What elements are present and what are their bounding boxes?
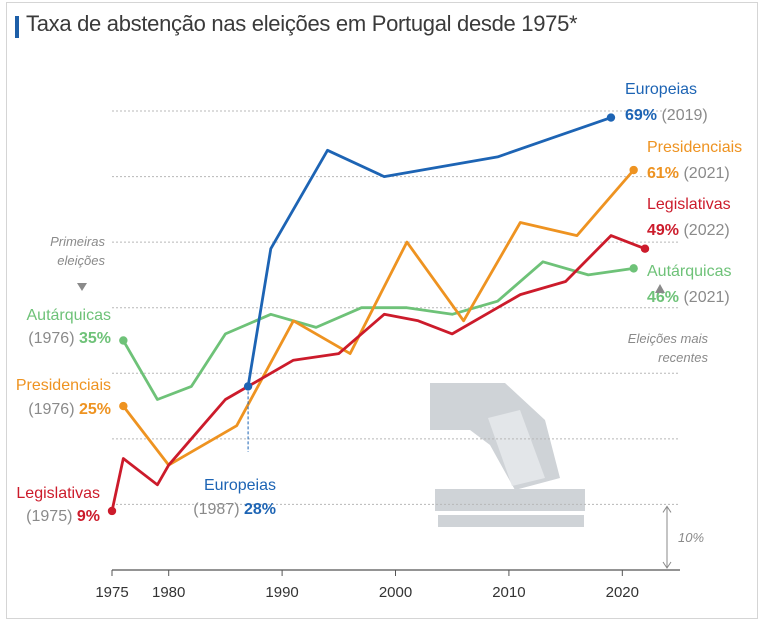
label-autarquicas-start: Autárquicas bbox=[27, 307, 112, 324]
x-tick-label: 2000 bbox=[379, 584, 412, 601]
note-recent-elections-line: recentes bbox=[658, 350, 708, 365]
line-legislativas bbox=[110, 234, 646, 512]
label-legislativas-end-pct: 49% bbox=[647, 222, 679, 239]
label-legislativas-start-year: (1975) bbox=[26, 508, 77, 525]
label-presidenciais-start-value: (1976) 25% bbox=[28, 401, 111, 418]
line-europeias bbox=[246, 116, 612, 387]
scale-label: 10% bbox=[678, 530, 704, 545]
label-presidenciais-start-name: Presidenciais bbox=[16, 377, 111, 394]
dot-end-presidenciais bbox=[629, 165, 638, 175]
label-autarquicas-start-value: (1976) 35% bbox=[28, 330, 111, 347]
x-tick-label: 2020 bbox=[606, 584, 639, 601]
scale-arrow-up bbox=[662, 505, 672, 513]
chart-title: Taxa de abstenção nas eleições em Portug… bbox=[26, 11, 578, 36]
ballot-box-base bbox=[438, 515, 584, 527]
label-europeias-end: Europeias bbox=[625, 81, 697, 98]
label-autarquicas-start-name: Autárquicas bbox=[27, 307, 112, 324]
note-recent-elections-arrow bbox=[655, 284, 665, 293]
label-europeias-start-pct: 28% bbox=[244, 501, 276, 518]
label-europeias-end-name: Europeias bbox=[625, 81, 697, 98]
label-europeias-end-pct: 69% bbox=[625, 107, 657, 124]
label-presidenciais-end-value: 61% (2021) bbox=[647, 165, 730, 182]
label-legislativas-start-value: (1975) 9% bbox=[26, 508, 100, 525]
dot-end-legislativas bbox=[640, 244, 650, 253]
label-presidenciais-start: Presidenciais bbox=[16, 377, 111, 394]
label-europeias-end-value: 69% (2019) bbox=[625, 107, 708, 124]
chart-frame bbox=[6, 2, 758, 619]
label-europeias-end-year: (2019) bbox=[657, 107, 708, 124]
label-europeias-start-year: (1987) bbox=[193, 501, 244, 518]
dot-end-autarquicas bbox=[629, 264, 638, 273]
ballot-box-slot bbox=[435, 489, 585, 511]
dot-start-legislativas bbox=[107, 506, 117, 516]
label-europeias-start: Europeias bbox=[204, 477, 276, 494]
label-autarquicas-start-year: (1976) bbox=[28, 330, 79, 347]
note-first-elections-line: Primeiras bbox=[50, 234, 105, 249]
x-tick-label: 1975 bbox=[95, 584, 128, 601]
label-autarquicas-end-value: 46% (2021) bbox=[647, 289, 730, 306]
label-europeias-start-value: (1987) 28% bbox=[193, 501, 276, 518]
label-presidenciais-end-pct: 61% bbox=[647, 165, 679, 182]
scale-arrow-down bbox=[662, 561, 672, 569]
label-presidenciais-start-year: (1976) bbox=[28, 401, 79, 418]
note-first-elections-arrow bbox=[77, 283, 87, 291]
label-autarquicas-end-name: Autárquicas bbox=[647, 263, 732, 280]
dot-start-autarquicas bbox=[119, 336, 128, 345]
label-legislativas-end-year: (2022) bbox=[679, 222, 730, 239]
label-legislativas-start: Legislativas bbox=[16, 485, 100, 502]
x-tick-label: 2010 bbox=[492, 584, 525, 601]
label-presidenciais-end-year: (2021) bbox=[679, 165, 730, 182]
label-presidenciais-start-pct: 25% bbox=[79, 401, 111, 418]
series-lines bbox=[107, 113, 650, 516]
label-europeias-start-name: Europeias bbox=[204, 477, 276, 494]
label-legislativas-end: Legislativas bbox=[647, 196, 731, 213]
x-tick-label: 1980 bbox=[152, 584, 185, 601]
line-presidenciais bbox=[122, 169, 635, 467]
x-axis: 1975 1980 1990 2000 2010 2020 10% bbox=[95, 505, 704, 601]
dot-end-europeias bbox=[606, 113, 616, 122]
dot-start-europeias bbox=[243, 382, 253, 391]
label-legislativas-end-name: Legislativas bbox=[647, 196, 731, 213]
label-autarquicas-end-year: (2021) bbox=[679, 289, 730, 306]
label-legislativas-start-name: Legislativas bbox=[16, 485, 100, 502]
label-presidenciais-end-name: Presidenciais bbox=[647, 139, 742, 156]
ballot-paper bbox=[488, 410, 545, 486]
label-legislativas-start-pct: 9% bbox=[77, 508, 100, 525]
label-autarquicas-start-pct: 35% bbox=[79, 330, 111, 347]
series-labels: Europeias 69% (2019) Presidenciais 61% (202… bbox=[16, 81, 742, 525]
note-first-elections-line: eleições bbox=[57, 253, 105, 268]
label-autarquicas-end: Autárquicas bbox=[647, 263, 732, 280]
line-autarquicas bbox=[122, 260, 634, 401]
dot-start-presidenciais bbox=[119, 401, 128, 411]
note-recent-elections-line: Eleições mais bbox=[628, 331, 709, 346]
title-accent-bar bbox=[15, 16, 19, 38]
label-presidenciais-end: Presidenciais bbox=[647, 139, 742, 156]
label-autarquicas-end-pct: 46% bbox=[647, 289, 679, 306]
ballot-box-icon bbox=[430, 383, 585, 527]
x-tick-label: 1990 bbox=[265, 584, 298, 601]
label-legislativas-end-value: 49% (2022) bbox=[647, 222, 730, 239]
